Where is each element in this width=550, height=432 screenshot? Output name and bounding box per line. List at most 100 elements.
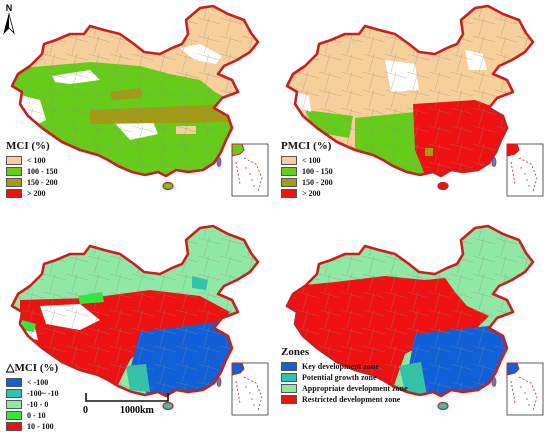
legend-item: 100 - 150 [6, 166, 58, 177]
legend-item: -100~ -10 [6, 388, 59, 399]
legend-swatch [281, 384, 297, 393]
legend-swatch [6, 189, 22, 198]
panel-pmci-inset-island-0 [520, 167, 522, 169]
legend-label: Restricted development zone [302, 395, 401, 404]
legend-swatch [6, 422, 22, 431]
panel-pmci-inset-island-2 [526, 179, 528, 181]
legend-dmci: △MCI (%) < -100 -100~ -10 -10 - 0 0 - 10 10 -… [6, 361, 59, 432]
panel-zones-inset-island-0 [520, 386, 522, 388]
legend-swatch [281, 167, 297, 176]
legend-label: < -100 [27, 378, 49, 387]
panel-pmci-hainan-island [437, 181, 449, 191]
legend-swatch [6, 178, 22, 187]
panel-mci-inset-nine-dash-line [235, 157, 263, 193]
legend-item: 100 - 150 [281, 166, 333, 177]
legend-swatch [6, 378, 22, 387]
panel-pmci-inset-island-1 [524, 173, 526, 175]
panel-zones-inset-coast [506, 362, 520, 376]
panel-mci-inset-island-0 [245, 167, 247, 169]
legend-label: Appropriate development zone [302, 384, 408, 393]
legend-label: 100 - 150 [27, 167, 58, 176]
panel-dmci-hainan-island [162, 401, 174, 411]
legend-item: > 200 [6, 188, 58, 199]
panel-pmci-inset-island-3 [528, 185, 530, 187]
panel-mci-taiwan-island [216, 157, 222, 167]
legend-label: < 100 [27, 156, 46, 165]
panel-dmci-inset-island-1 [249, 392, 251, 394]
legend-label: 100 - 150 [302, 167, 333, 176]
legend-label: 0 - 10 [27, 411, 46, 420]
panel-mci-inset-coast [231, 143, 245, 157]
panel-zones-south-china-sea-inset [506, 362, 544, 416]
panel-pmci-inset-nine-dash-line [510, 157, 538, 193]
panel-zones-inset-nine-dash-line [510, 376, 538, 412]
legend-label: 10 - 100 [27, 422, 54, 431]
scale-distance-label: 1000km [120, 405, 154, 416]
scale-bar-line [85, 393, 169, 402]
legend-label: > 200 [302, 189, 321, 198]
legend-label: < 100 [302, 156, 321, 165]
panel-zones-taiwan-island [491, 377, 497, 387]
legend-pmci-title: PMCI (%) [281, 140, 332, 152]
legend-item: Key development zone [281, 361, 408, 372]
panel-dmci-inset-island-2 [251, 398, 253, 400]
legend-item: > 200 [281, 188, 333, 199]
legend-item: 0 - 10 [6, 410, 59, 421]
legend-swatch [281, 395, 297, 404]
legend-label: Key development zone [302, 362, 379, 371]
panel-zones-inset-island-2 [526, 398, 528, 400]
legend-label: -100~ -10 [27, 389, 59, 398]
panel-pmci-south-china-sea-inset [506, 143, 544, 197]
legend-zones-title: Zones [281, 346, 310, 358]
legend-item: 150 - 200 [6, 177, 58, 188]
panel-zones-inset-island-3 [528, 404, 530, 406]
north-arrow-icon [3, 12, 15, 35]
legend-label: 150 - 200 [302, 178, 333, 187]
panel-mci-inset-island-1 [249, 173, 251, 175]
legend-item: -10 - 0 [6, 399, 59, 410]
legend-zones: Zones Key development zone Potential growt… [281, 346, 408, 405]
legend-swatch [6, 400, 22, 409]
panel-mci-south-china-sea-inset [231, 143, 269, 197]
legend-label: > 200 [27, 189, 46, 198]
legend-swatch [281, 373, 297, 382]
legend-swatch [281, 362, 297, 371]
legend-swatch [281, 178, 297, 187]
scale-zero-label: 0 [83, 405, 88, 416]
legend-item: 10 - 100 [6, 421, 59, 432]
legend-item: < -100 [6, 377, 59, 388]
panel-dmci-south-china-sea-inset [231, 362, 269, 416]
panel-dmci-inset-nine-dash-line [235, 376, 263, 412]
legend-item: Appropriate development zone [281, 383, 408, 394]
panel-mci-hainan-island [162, 181, 174, 191]
panel-dmci-taiwan-island [216, 377, 222, 387]
legend-mci: MCI (%) < 100 100 - 150 150 - 200 > 200 [6, 140, 58, 199]
panel-zones-hainan-island [437, 401, 449, 411]
legend-swatch [6, 389, 22, 398]
legend-swatch [281, 156, 297, 165]
legend-swatch [6, 156, 22, 165]
legend-swatch [281, 189, 297, 198]
panel-dmci-inset-island-3 [253, 404, 255, 406]
legend-label: 150 - 200 [27, 178, 58, 187]
north-arrow: N [3, 3, 15, 40]
legend-pmci: PMCI (%) < 100 100 - 150 150 - 200 > 200 [281, 140, 333, 199]
legend-item: < 100 [281, 155, 333, 166]
legend-dmci-title: △MCI (%) [6, 362, 59, 374]
legend-item: Restricted development zone [281, 394, 408, 405]
legend-item: 150 - 200 [281, 177, 333, 188]
legend-label: Potential growth zone [302, 373, 377, 382]
legend-label: -10 - 0 [27, 400, 49, 409]
panel-mci-inset-island-3 [253, 185, 255, 187]
legend-mci-title: MCI (%) [6, 140, 50, 152]
panel-dmci-inset-island-0 [245, 386, 247, 388]
panel-zones-inset-island-1 [524, 392, 526, 394]
panel-pmci-taiwan-island [491, 157, 497, 167]
north-label: N [5, 3, 13, 13]
panel-pmci-inset-coast [506, 143, 520, 157]
panel-mci-inset-island-2 [251, 179, 253, 181]
legend-swatch [6, 167, 22, 176]
panel-dmci-inset-coast [231, 362, 245, 376]
legend-swatch [6, 411, 22, 420]
